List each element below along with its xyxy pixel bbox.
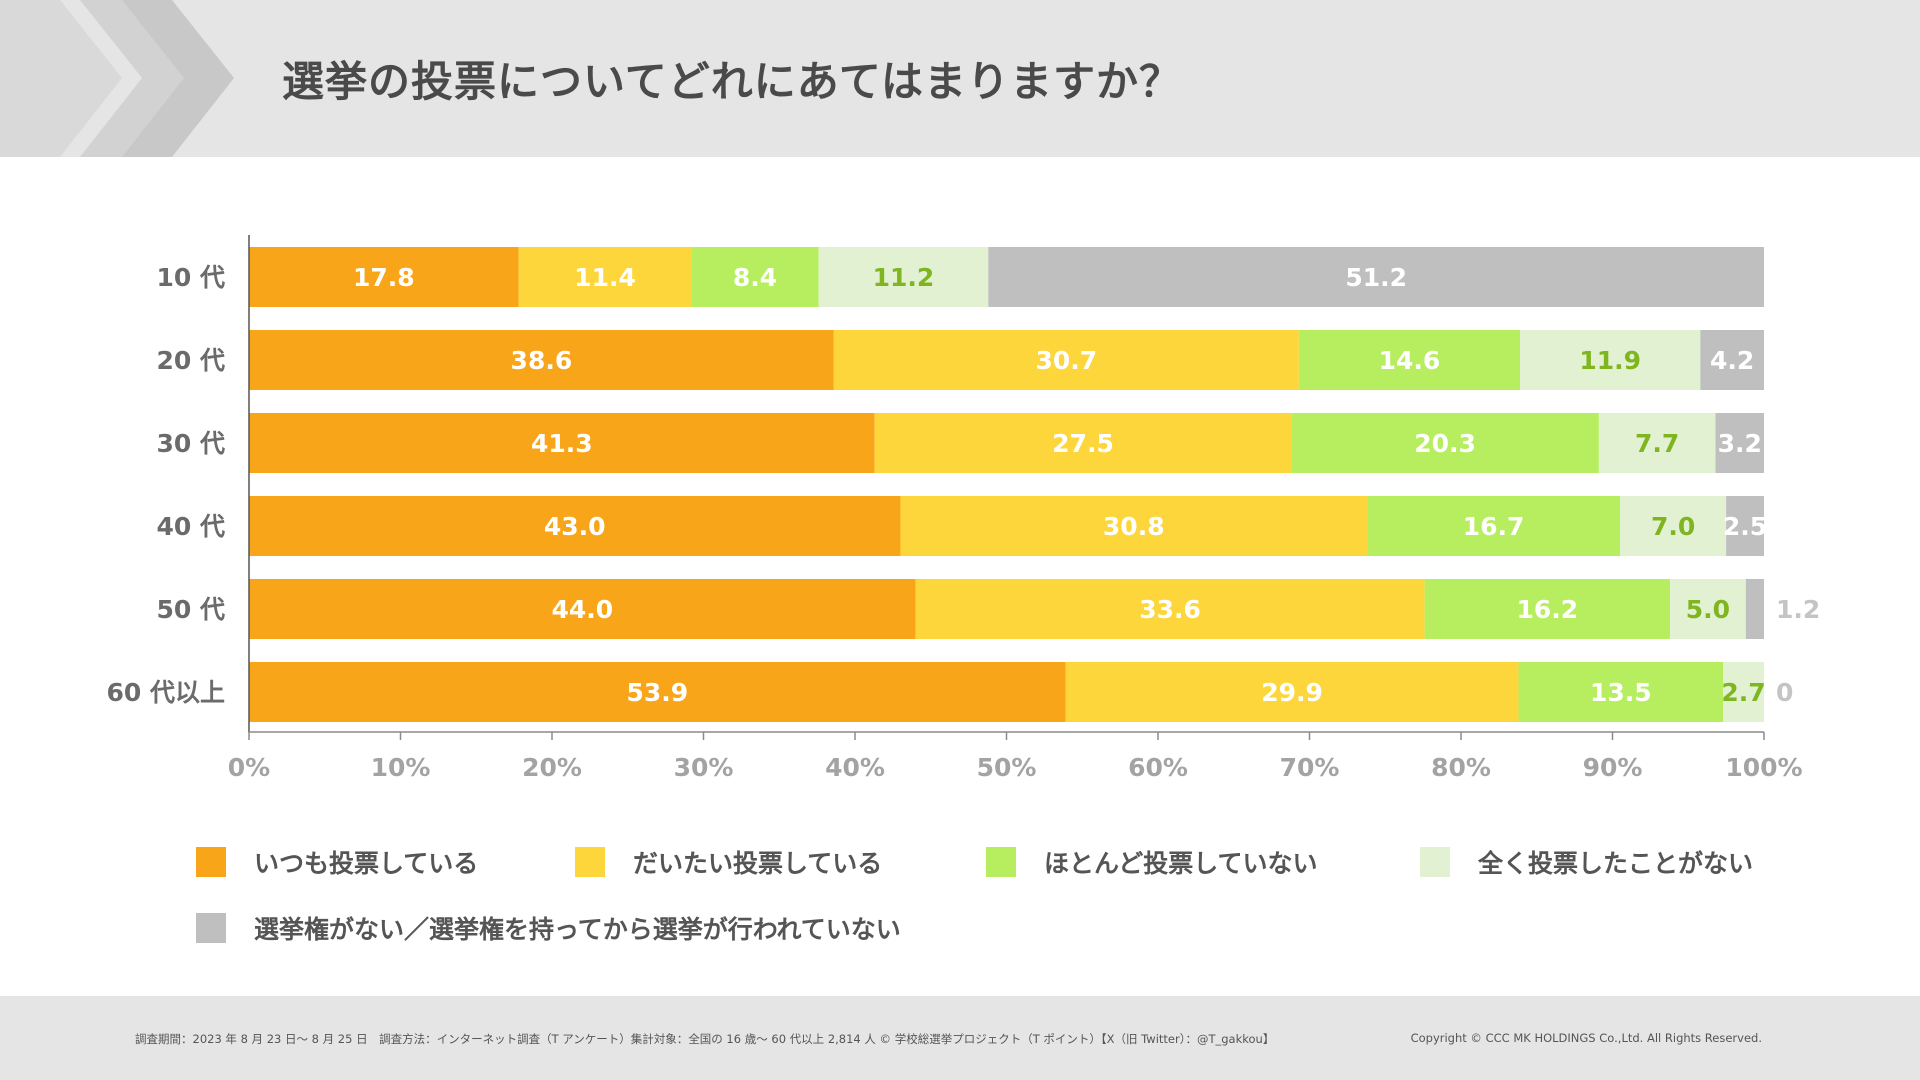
bar-segment <box>249 579 916 639</box>
survey-note: 調査期間：2023 年 8 月 23 日～ 8 月 25 日 調査方法：インター… <box>135 1032 1275 1046</box>
data-label: 30.8 <box>1103 512 1165 541</box>
legend-swatch <box>575 847 605 877</box>
legend-item-rarely: ほとんど投票していない <box>986 844 1318 880</box>
legend-label: ほとんど投票していない <box>1044 849 1318 878</box>
bar-segment <box>1598 413 1716 473</box>
data-label: 14.6 <box>1379 346 1441 375</box>
legend-item-never: 全く投票したことがない <box>1420 844 1753 880</box>
data-label: 0 <box>1776 678 1793 707</box>
bar-segment <box>249 496 901 556</box>
legend-swatch <box>1420 847 1450 877</box>
data-label: 43.0 <box>544 512 606 541</box>
bar-segment <box>988 247 1764 307</box>
legend-label: 全く投票したことがない <box>1478 849 1754 878</box>
data-label: 16.2 <box>1517 595 1579 624</box>
bar-segment <box>249 413 875 473</box>
bar-segment <box>900 496 1368 556</box>
data-label: 29.9 <box>1261 678 1323 707</box>
footer-bar <box>0 996 1920 1080</box>
copyright-text: Copyright © CCC MK HOLDINGS Co.,Ltd. All… <box>1410 1031 1762 1045</box>
x-tick-label: 0% <box>228 753 270 782</box>
bar-segment <box>1670 579 1746 639</box>
bar-segment <box>1520 330 1701 390</box>
legend-swatch <box>196 847 226 877</box>
legend-swatch <box>986 847 1016 877</box>
data-label: 2.7 <box>1721 678 1765 707</box>
bar-segment <box>1518 662 1724 722</box>
data-label: 13.5 <box>1590 678 1652 707</box>
x-tick-label: 90% <box>1583 753 1643 782</box>
legend-label: 選挙権がない／選挙権を持ってから選挙が行われていない <box>254 915 901 944</box>
bar-segment <box>915 579 1425 639</box>
data-label: 27.5 <box>1052 429 1114 458</box>
bar-segment <box>1745 579 1764 639</box>
data-label: 51.2 <box>1345 263 1407 292</box>
data-label: 7.0 <box>1651 512 1695 541</box>
data-label: 7.7 <box>1635 429 1679 458</box>
data-label: 8.4 <box>733 263 777 292</box>
bar-segment <box>249 330 834 390</box>
data-label: 20.3 <box>1414 429 1476 458</box>
data-label: 11.9 <box>1579 346 1641 375</box>
bar-segment <box>1065 662 1519 722</box>
legend-label: いつも投票している <box>254 849 479 878</box>
bar-segment <box>1367 496 1621 556</box>
x-tick-label: 100% <box>1725 753 1802 782</box>
data-label: 44.0 <box>551 595 613 624</box>
bar-segment <box>518 247 692 307</box>
data-label: 5.0 <box>1686 595 1730 624</box>
bar-segment <box>1620 496 1727 556</box>
category-label: 10 代 <box>157 263 226 292</box>
legend-label: だいたい投票している <box>633 849 883 878</box>
x-tick-label: 10% <box>371 753 431 782</box>
category-label: 50 代 <box>157 595 226 624</box>
data-label: 1.2 <box>1776 595 1820 624</box>
bar-segment <box>1424 579 1671 639</box>
x-tick-label: 40% <box>825 753 885 782</box>
data-label: 16.7 <box>1463 512 1525 541</box>
data-label: 11.2 <box>873 263 935 292</box>
chevron-decoration-icon <box>0 0 234 157</box>
bar-segment <box>1700 330 1764 390</box>
data-label: 2.5 <box>1723 512 1767 541</box>
bar-segment <box>1298 330 1521 390</box>
stacked-bar-chart: 10 代 17.8 11.4 8.4 11.2 51.2 20 代 38.6 30.7 14.6 1… <box>107 235 1820 782</box>
data-label: 4.2 <box>1710 346 1754 375</box>
x-tick-label: 80% <box>1431 753 1491 782</box>
bar-segment <box>833 330 1299 390</box>
bar-segment <box>1291 413 1599 473</box>
bar-segment <box>1723 662 1764 722</box>
legend-swatch <box>196 913 226 943</box>
bar-segment <box>874 413 1292 473</box>
data-label: 53.9 <box>626 678 688 707</box>
bar-segment <box>818 247 989 307</box>
data-label: 41.3 <box>531 429 593 458</box>
legend-item-no-right: 選挙権がない／選挙権を持ってから選挙が行われていない <box>196 910 901 946</box>
bar-segment <box>691 247 819 307</box>
x-tick-label: 20% <box>522 753 582 782</box>
data-label: 33.6 <box>1139 595 1201 624</box>
category-label: 20 代 <box>157 346 226 375</box>
x-tick-label: 70% <box>1280 753 1340 782</box>
bar-segment <box>249 662 1066 722</box>
category-label: 60 代以上 <box>107 678 226 707</box>
data-label: 30.7 <box>1035 346 1097 375</box>
data-label: 17.8 <box>353 263 415 292</box>
bar-segment <box>249 247 519 307</box>
x-tick-label: 30% <box>674 753 734 782</box>
data-label: 3.2 <box>1718 429 1762 458</box>
data-label: 38.6 <box>511 346 573 375</box>
legend-item-always: いつも投票している <box>196 844 478 880</box>
x-tick-label: 50% <box>977 753 1037 782</box>
page-title: 選挙の投票についてどれにあてはまりますか？ <box>282 57 1183 106</box>
legend-item-mostly: だいたい投票している <box>575 844 882 880</box>
category-label: 40 代 <box>157 512 226 541</box>
bar-segment <box>1726 496 1764 556</box>
category-label: 30 代 <box>157 429 226 458</box>
header-banner: 選挙の投票についてどれにあてはまりますか？ <box>0 0 1920 157</box>
data-label: 11.4 <box>574 263 636 292</box>
x-tick-label: 60% <box>1128 753 1188 782</box>
bar-segment <box>1715 413 1764 473</box>
